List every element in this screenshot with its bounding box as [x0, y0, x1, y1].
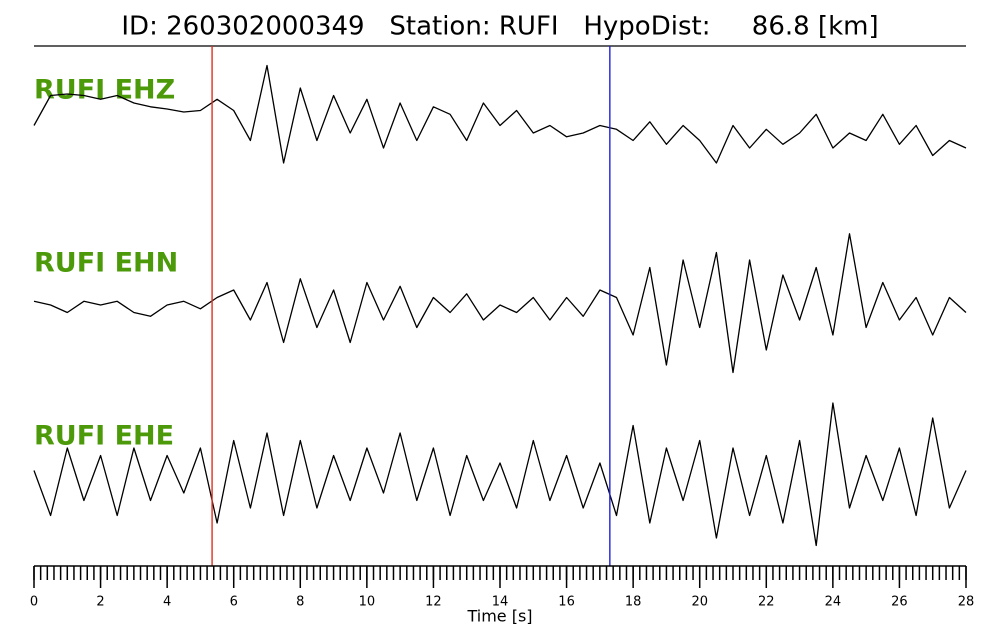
waveform [33, 64, 967, 164]
x-tick-label: 22 [758, 595, 775, 610]
trace-label: RUFI EHN [34, 248, 178, 279]
trace-label: RUFI EHE [34, 421, 174, 452]
x-tick-label: 26 [891, 595, 908, 610]
x-tick-label: 8 [296, 595, 304, 610]
x-tick-label: 4 [163, 595, 171, 610]
x-tick-label: 16 [558, 595, 575, 610]
x-tick-label: 18 [625, 595, 642, 610]
x-tick-label: 12 [425, 595, 442, 610]
x-tick-label: 20 [691, 595, 708, 610]
trace-label: RUFI EHZ [34, 75, 175, 106]
x-tick-label: 2 [96, 595, 104, 610]
waveform [33, 233, 967, 374]
chart-title: ID: 260302000349 Station: RUFI HypoDist:… [121, 12, 878, 42]
x-tick-label: 6 [230, 595, 238, 610]
x-tick-label: 10 [359, 595, 376, 610]
x-tick-label: 28 [958, 595, 975, 610]
x-tick-label: 24 [825, 595, 842, 610]
x-tick-label: 14 [492, 595, 509, 610]
x-axis-label: Time [s] [466, 607, 532, 626]
waveform [33, 402, 967, 547]
x-tick-label: 0 [30, 595, 38, 610]
